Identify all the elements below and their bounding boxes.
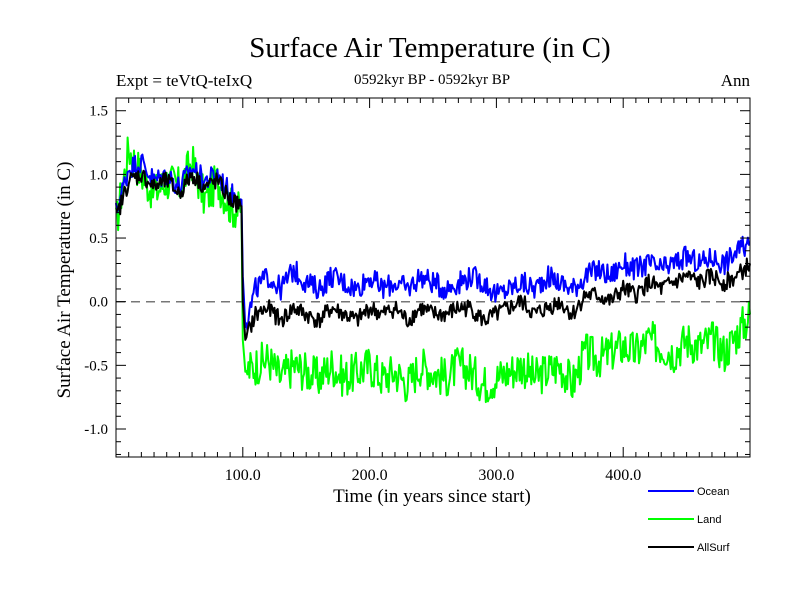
chart-subtitle: 0592kyr BP - 0592kyr BP bbox=[354, 72, 510, 88]
x-tick-label: 400.0 bbox=[605, 467, 641, 484]
x-tick-label: 300.0 bbox=[478, 467, 514, 484]
legend: Ocean Land AllSurf bbox=[648, 486, 730, 554]
y-axis-label: Surface Air Temperature (in C) bbox=[54, 162, 75, 399]
y-tick-label: 0.0 bbox=[89, 295, 108, 311]
expt-label: Expt = teVtQ-teIxQ bbox=[116, 71, 252, 90]
chart-title: Surface Air Temperature (in C) bbox=[249, 32, 610, 64]
series-line-allsurf bbox=[115, 169, 751, 341]
x-tick-label: 200.0 bbox=[352, 467, 388, 484]
series-line-ocean bbox=[115, 153, 751, 332]
y-tick-label: -0.5 bbox=[84, 358, 108, 374]
x-axis-label: Time (in years since start) bbox=[333, 486, 531, 507]
legend-label-allsurf: AllSurf bbox=[697, 542, 730, 554]
series-line-land bbox=[115, 136, 751, 404]
legend-label-ocean: Ocean bbox=[697, 486, 729, 498]
x-tick-label: 100.0 bbox=[225, 467, 261, 484]
plot-area: 100.0 200.0 300.0 400.0 -1.0 -0.5 0.0 0.5 1.0 1.5 bbox=[84, 97, 751, 484]
y-tick-label: 0.5 bbox=[89, 231, 108, 247]
y-tick-label: 1.5 bbox=[89, 104, 108, 120]
period-label: Ann bbox=[721, 71, 751, 90]
y-tick-label: -1.0 bbox=[84, 422, 108, 438]
legend-label-land: Land bbox=[697, 514, 721, 526]
y-tick-label: 1.0 bbox=[89, 167, 108, 183]
